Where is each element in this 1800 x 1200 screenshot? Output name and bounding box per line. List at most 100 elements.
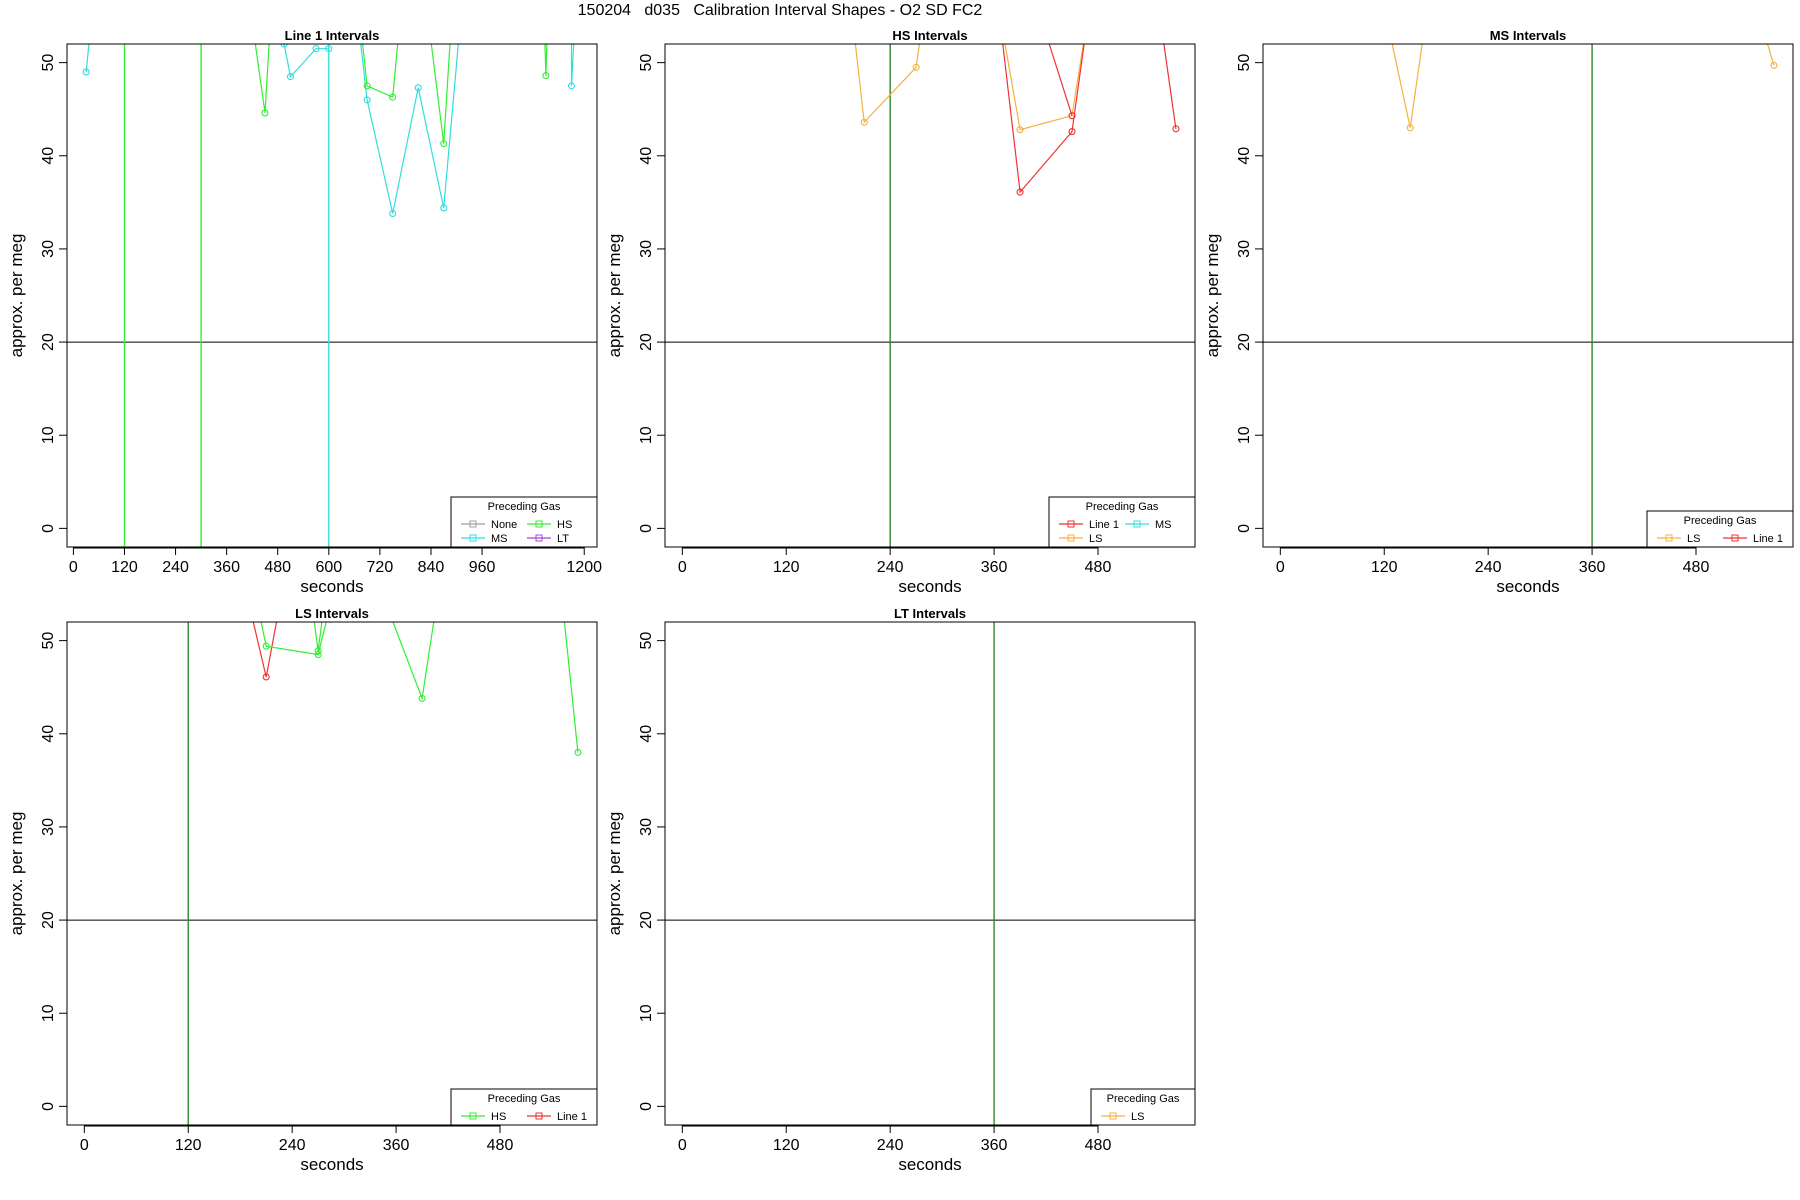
plot-frame: [664, 621, 1196, 1126]
panel-3: LS Intervals 0 120 240 360 480 seconds 0 10 20 30 4…: [7, 606, 598, 1174]
legend-title: Preceding Gas: [488, 1093, 561, 1105]
plot-area: [67, 44, 597, 547]
legend-swatch-marker: [1133, 520, 1141, 528]
plot-frame: [664, 43, 1196, 548]
legend-label: LT: [557, 533, 569, 545]
x-tick-label: 0: [69, 559, 78, 576]
legend-item: LS: [1101, 1111, 1144, 1123]
legend-swatch-marker: [469, 520, 477, 528]
plot-area: [665, 622, 1195, 1125]
legend-swatch-marker: [469, 534, 477, 542]
figure-title: 150204 d035 Calibration Interval Shapes …: [577, 2, 983, 19]
y-tick-label: 20: [1236, 333, 1253, 351]
x-tick-label: 120: [773, 559, 800, 576]
x-tick-label: 480: [264, 559, 291, 576]
series-line: [1048, 44, 1073, 116]
data-point: [418, 694, 426, 702]
y-tick-label: 50: [40, 54, 57, 72]
y-tick-label: 10: [638, 1004, 655, 1022]
x-tick-label: 360: [213, 559, 240, 576]
x-tick-label: 360: [981, 559, 1008, 576]
y-tick-label: 30: [40, 818, 57, 836]
y-tick-label: 40: [40, 725, 57, 743]
series-line: [361, 44, 399, 98]
data-point: [1016, 126, 1024, 134]
x-tick-label: 240: [877, 559, 904, 576]
series-line: [1766, 44, 1775, 66]
x-tick-label: 480: [1683, 559, 1710, 576]
legend-swatch-marker: [1665, 534, 1673, 542]
x-tick-label: 840: [418, 559, 445, 576]
x-tick-label: 120: [773, 1137, 800, 1154]
y-axis: 0 10 20 30 40 50 approx. per meg: [1203, 54, 1263, 533]
series-line: [260, 622, 327, 656]
x-tick-label: 240: [1475, 559, 1502, 576]
y-tick-label: 30: [638, 818, 655, 836]
plot-frame: [66, 621, 598, 1126]
series-line: [563, 622, 579, 753]
legend-item: Line 1: [1723, 533, 1783, 545]
series-line: [570, 44, 575, 86]
legend-item: HS: [461, 1111, 506, 1123]
panel-2: MS Intervals 0 120 240 360 480 seconds 0 10 20 30 4…: [1203, 28, 1794, 596]
x-axis: 0 120 240 360 480 seconds: [1276, 547, 1710, 596]
y-tick-label: 40: [638, 147, 655, 165]
panel-title: Line 1 Intervals: [285, 28, 380, 43]
y-axis: 0 10 20 30 40 50 approx. per meg: [7, 632, 67, 1111]
data-point: [1172, 125, 1180, 133]
y-axis-label: approx. per meg: [605, 234, 624, 358]
panel-title: MS Intervals: [1490, 28, 1567, 43]
data-point: [912, 63, 920, 71]
y-tick-label: 40: [40, 147, 57, 165]
data-point: [860, 118, 868, 126]
data-point: [1016, 188, 1024, 196]
data-point: [363, 82, 371, 90]
legend-swatch-marker: [469, 1112, 477, 1120]
legend-label: Line 1: [557, 1111, 587, 1123]
y-axis-label: approx. per meg: [7, 234, 26, 358]
legend-title: Preceding Gas: [1684, 515, 1757, 527]
x-tick-label: 240: [877, 1137, 904, 1154]
legend-box: [450, 496, 598, 548]
legend-box: [1048, 496, 1196, 548]
x-tick-label: 120: [175, 1137, 202, 1154]
legend-label: HS: [491, 1111, 506, 1123]
x-tick-label: 360: [383, 1137, 410, 1154]
x-axis: 0 120 240 360 480 seconds: [678, 1125, 1111, 1174]
legend-item: HS: [527, 519, 572, 531]
panel-1: HS Intervals 0 120 240 360 480 seconds 0 10 20 30 4…: [605, 28, 1196, 596]
data-point: [286, 73, 295, 81]
legend-item: None: [461, 519, 517, 531]
y-axis-label: approx. per meg: [1203, 234, 1222, 358]
x-tick-label: 720: [367, 559, 394, 576]
legend-label: MS: [491, 533, 508, 545]
series-line: [252, 622, 278, 678]
panel-title: HS Intervals: [892, 28, 967, 43]
y-tick-label: 0: [638, 1102, 655, 1111]
y-tick-label: 20: [638, 911, 655, 929]
y-tick-label: 50: [40, 632, 57, 650]
plot-area: [665, 44, 1195, 547]
series-line: [313, 622, 323, 651]
x-tick-label: 0: [1276, 559, 1285, 576]
plot-frame: [1262, 43, 1794, 548]
data-point: [325, 45, 333, 53]
y-tick-label: 0: [40, 524, 57, 533]
legend-label: None: [491, 519, 517, 531]
y-axis: 0 10 20 30 40 50 approx. per meg: [7, 54, 67, 533]
data-point: [1068, 128, 1076, 136]
legend-title: Preceding Gas: [1107, 1093, 1180, 1105]
plot-area: [67, 622, 597, 1125]
data-point: [542, 72, 550, 80]
y-axis-label: approx. per meg: [605, 812, 624, 936]
legend-swatch-marker: [535, 1112, 543, 1120]
x-axis-label: seconds: [898, 577, 961, 596]
y-tick-label: 10: [40, 1004, 57, 1022]
legend-title: Preceding Gas: [488, 501, 561, 513]
legend: Preceding Gas LS Line 1: [1646, 510, 1794, 548]
y-tick-label: 30: [1236, 240, 1253, 258]
panel-title: LT Intervals: [894, 606, 966, 621]
y-tick-label: 50: [638, 54, 655, 72]
y-tick-label: 30: [40, 240, 57, 258]
